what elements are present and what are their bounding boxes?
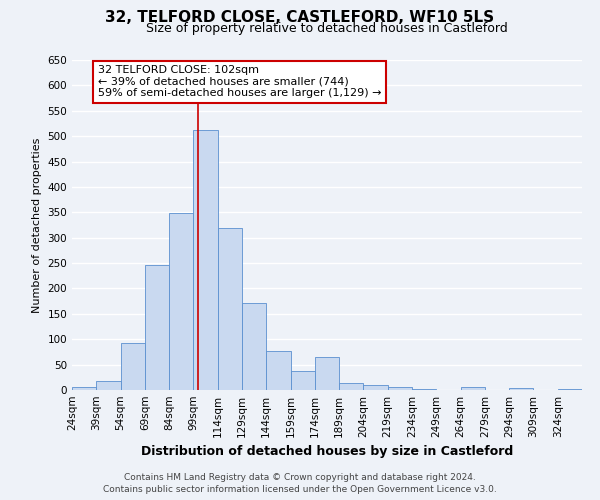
Y-axis label: Number of detached properties: Number of detached properties (32, 138, 42, 312)
Bar (121, 343, 145, 390)
Bar (193, 130, 218, 390)
Bar (558, 389, 582, 390)
Bar (461, 388, 485, 390)
Bar (218, 228, 242, 390)
Bar (315, 357, 339, 390)
Bar (96, 382, 121, 390)
Bar (242, 302, 266, 390)
Bar (266, 351, 290, 390)
Bar (145, 264, 169, 390)
Bar (339, 384, 364, 390)
Text: Contains HM Land Registry data © Crown copyright and database right 2024.
Contai: Contains HM Land Registry data © Crown c… (103, 472, 497, 494)
Title: Size of property relative to detached houses in Castleford: Size of property relative to detached ho… (146, 22, 508, 35)
Bar (388, 388, 412, 390)
Bar (72, 388, 96, 390)
Bar (412, 389, 436, 390)
Bar (509, 388, 533, 390)
Text: 32, TELFORD CLOSE, CASTLEFORD, WF10 5LS: 32, TELFORD CLOSE, CASTLEFORD, WF10 5LS (106, 10, 494, 25)
Text: 32 TELFORD CLOSE: 102sqm
← 39% of detached houses are smaller (744)
59% of semi-: 32 TELFORD CLOSE: 102sqm ← 39% of detach… (98, 65, 382, 98)
X-axis label: Distribution of detached houses by size in Castleford: Distribution of detached houses by size … (141, 446, 513, 458)
Bar (290, 371, 315, 390)
Bar (169, 214, 193, 390)
Bar (364, 385, 388, 390)
